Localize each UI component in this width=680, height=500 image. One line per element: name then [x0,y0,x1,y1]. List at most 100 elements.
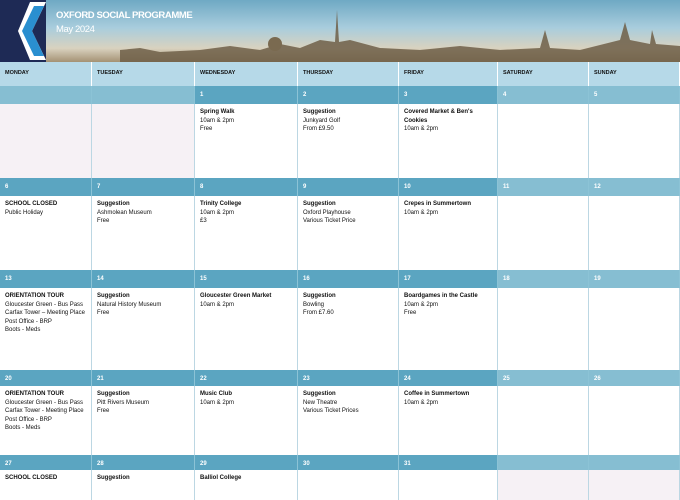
event-line: Free [97,218,110,224]
event-cell: Gloucester Green Market 10am & 2pm [195,288,298,370]
date-cell [498,455,589,470]
event-line: Boots - Meds [5,327,41,333]
event-line: 10am & 2pm [404,301,439,308]
calendar: MONDAY TUESDAY WEDNESDAY THURSDAY FRIDAY SATU… [0,62,680,500]
date-cell [92,86,195,104]
date-cell: 6 [0,178,92,196]
event-line: £3 [200,218,207,224]
event-cell [589,470,680,500]
event-cell: Coffee in Summertown 10am & 2pm [399,386,498,455]
event-title: Balliol College [200,475,242,481]
event-title: Coffee in Summertown [404,391,470,397]
event-line: Carfax Tower - Meeting Place [5,408,84,414]
date-cell: 5 [589,86,680,104]
chevron-inner [22,6,44,56]
event-title: ORIENTATION TOUR [5,293,64,299]
event-title: Suggestion [97,201,130,207]
event-title: Crepes in Summertown [404,201,472,207]
event-title: Suggestion [303,201,336,207]
date-cell: 3 [399,86,498,104]
event-line: 10am & 2pm [404,399,439,406]
event-line: 10am & 2pm [200,117,235,124]
date-cell: 23 [298,370,399,386]
event-line: Bowling [303,301,325,308]
date-cell [0,86,92,104]
event-cell [92,104,195,178]
event-line: Gloucester Green - Bus Pass [5,399,84,406]
event-line: Public Holiday [5,209,44,216]
event-line: Junkyard Golf [303,117,341,124]
event-cell [498,196,589,270]
event-cell [589,386,680,455]
event-cell [298,470,399,500]
date-cell: 4 [498,86,589,104]
event-title: SCHOOL CLOSED [5,475,58,481]
date-cell: 11 [498,178,589,196]
event-cell [589,288,680,370]
logo [18,2,46,60]
event-line: Pitt Rivers Museum [97,399,150,406]
event-title: Suggestion [97,391,130,397]
event-cell: Music Club 10am & 2pm [195,386,298,455]
event-title: Suggestion [303,109,336,115]
event-cell: ORIENTATION TOUR Gloucester Green - Bus P… [0,386,92,455]
date-cell: 18 [498,270,589,288]
event-title: Music Club [200,391,233,397]
event-title: Boardgames in the Castle [404,293,478,299]
title: OXFORD SOCIAL PROGRAMME [56,10,193,21]
event-line: Post Office - BRP [5,416,52,423]
date-cell: 22 [195,370,298,386]
event-line: 10am & 2pm [404,126,439,132]
event-cell [498,470,589,500]
event-cell [498,288,589,370]
date-cell: 9 [298,178,399,196]
date-cell: 10 [399,178,498,196]
event-line: Post Office - BRP [5,318,52,325]
event-line: 10am & 2pm [200,301,235,308]
event-cell: Suggestion Pitt Rivers Museum Free [92,386,195,455]
event-line: From £9.50 [303,126,334,132]
event-cell [399,470,498,500]
event-line: From £7.60 [303,310,334,316]
event-cell: Boardgames in the Castle 10am & 2pm Free [399,288,498,370]
event-title: Gloucester Green Market [200,293,272,299]
day-header: SUNDAY [589,62,680,86]
date-cell: 31 [399,455,498,470]
skyline-silhouette [120,10,680,62]
event-cell [589,104,680,178]
event-cell [0,104,92,178]
date-cell: 8 [195,178,298,196]
event-cell: SCHOOL CLOSED Public Holiday [0,196,92,270]
event-cell [498,386,589,455]
event-cell: Suggestion Ashmolean Museum Free [92,196,195,270]
date-cell: 28 [92,455,195,470]
date-cell: 16 [298,270,399,288]
date-cell: 14 [92,270,195,288]
event-title: Trinity College [200,201,242,207]
event-cell: Suggestion New Theatre Various Ticket Pric… [298,386,399,455]
date-cell: 25 [498,370,589,386]
event-title: Suggestion [97,475,130,481]
date-cell: 1 [195,86,298,104]
logo-block [0,0,46,62]
header-banner: OXFORD SOCIAL PROGRAMME May 2024 [0,0,680,62]
event-cell: Suggestion Junkyard Golf From £9.50 [298,104,399,178]
event-line: Gloucester Green - Bus Pass [5,301,84,308]
dome [268,37,282,51]
event-cell: SCHOOL CLOSED [0,470,92,500]
event-cell [589,196,680,270]
date-cell: 7 [92,178,195,196]
event-cell: Suggestion Oxford Playhouse Various Ticket… [298,196,399,270]
date-cell: 13 [0,270,92,288]
event-title: ORIENTATION TOUR [5,391,64,397]
event-cell: Spring Walk 10am & 2pm Free [195,104,298,178]
event-line: Natural History Museum [97,301,162,308]
day-header: TUESDAY [92,62,195,86]
event-line: Various Ticket Price [303,218,356,224]
event-cell: ORIENTATION TOUR Gloucester Green - Bus P… [0,288,92,370]
date-cell: 26 [589,370,680,386]
event-line: Free [97,408,110,414]
event-cell: Suggestion Natural History Museum Free [92,288,195,370]
day-header: MONDAY [0,62,92,86]
